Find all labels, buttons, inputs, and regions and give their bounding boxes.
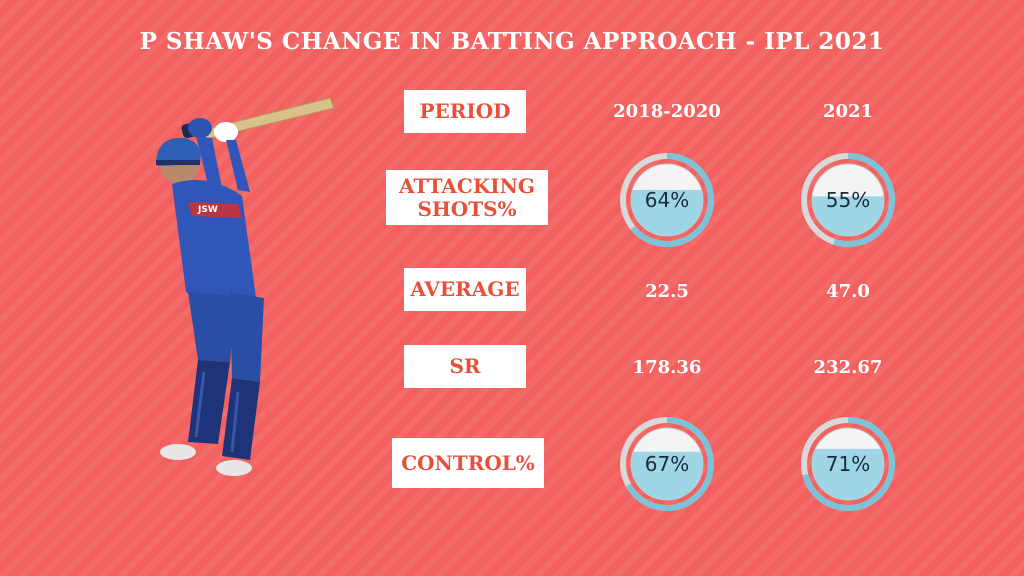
column-header-2021: 2021	[822, 101, 874, 122]
gauge-value: 64%	[644, 188, 690, 212]
label-attacking-line1: ATTACKING	[399, 173, 535, 198]
gauge-value: 55%	[825, 188, 871, 212]
batsman-figure	[156, 97, 335, 476]
average-2021: 47.0	[826, 281, 870, 302]
label-average-text: AVERAGE	[410, 277, 520, 301]
label-attacking-line2: SHOTS%	[417, 196, 517, 221]
label-period: PERIOD	[404, 90, 526, 133]
sr-2018-2020: 178.36	[632, 357, 702, 378]
label-control-text: CONTROL%	[401, 450, 535, 475]
gauge-arc	[801, 153, 895, 247]
gauge-attacking-2018-2020: 64%	[619, 152, 715, 248]
gauge-graphic	[620, 417, 714, 511]
gauge-value: 67%	[644, 452, 690, 476]
jersey-sponsor-text: JSW	[198, 205, 218, 215]
gauge-control-2018-2020: 67%	[619, 416, 715, 512]
gauge-graphic	[801, 417, 895, 511]
column-header-2018-2020: 2018-2020	[613, 101, 721, 122]
gauge-arc	[620, 153, 714, 247]
page-title: P SHAW'S CHANGE IN BATTING APPROACH - IP…	[139, 28, 885, 55]
player-illustration: JSW	[138, 92, 338, 487]
label-sr-text: SR	[449, 354, 481, 378]
sr-2021: 232.67	[813, 357, 883, 378]
label-sr: SR	[404, 345, 526, 388]
gauge-arc	[620, 417, 714, 511]
gauge-control-2021: 71%	[800, 416, 896, 512]
gauge-graphic	[801, 153, 895, 247]
gauge-arc	[801, 417, 895, 511]
gauge-value: 71%	[825, 452, 871, 476]
average-2018-2020: 22.5	[645, 281, 689, 302]
label-attacking-shots: ATTACKING SHOTS%	[386, 170, 548, 225]
label-average: AVERAGE	[404, 268, 526, 311]
label-period-text: PERIOD	[419, 99, 511, 123]
label-control: CONTROL%	[392, 438, 544, 488]
gauge-graphic	[620, 153, 714, 247]
gauge-attacking-2021: 55%	[800, 152, 896, 248]
